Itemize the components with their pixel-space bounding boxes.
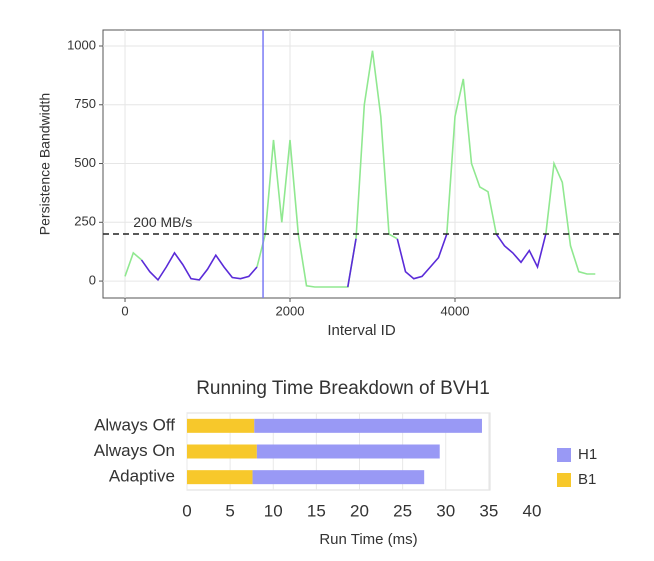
- legend-label: B1: [578, 471, 596, 488]
- legend-swatch: [557, 473, 571, 487]
- bar-segment: [252, 470, 425, 485]
- data-line: [124, 50, 596, 288]
- x-tick-label: 10: [264, 501, 283, 520]
- y-tick-label: Adaptive: [109, 467, 175, 486]
- y-tick-label: 0: [89, 273, 96, 288]
- x-tick-label: 0: [121, 303, 128, 318]
- x-tick-label: 4000: [441, 303, 470, 318]
- x-tick-label: 15: [307, 501, 326, 520]
- bar-segment: [187, 470, 253, 485]
- bar-segment: [256, 444, 440, 459]
- y-axis-label: Persistence Bandwidth: [37, 93, 53, 235]
- reference-label: 200 MB/s: [133, 214, 192, 230]
- y-tick-label: Always On: [94, 441, 175, 460]
- x-tick-label: 5: [225, 501, 234, 520]
- y-tick-label: 500: [74, 155, 96, 170]
- x-tick-label: 30: [436, 501, 455, 520]
- y-tick-label: 1000: [67, 37, 96, 52]
- x-tick-label: 20: [350, 501, 369, 520]
- bar-segment: [254, 418, 482, 433]
- bar-segment: [187, 444, 257, 459]
- y-tick-label: Always Off: [94, 415, 175, 434]
- legend-label: H1: [578, 446, 597, 463]
- data-line: [140, 233, 547, 288]
- x-axis-label: Run Time (ms): [319, 531, 417, 548]
- legend-swatch: [557, 448, 571, 462]
- x-tick-label: 35: [479, 501, 498, 520]
- chart-title: Running Time Breakdown of BVH1: [196, 378, 490, 399]
- x-tick-label: 25: [393, 501, 412, 520]
- y-tick-label: 750: [74, 96, 96, 111]
- x-tick-label: 2000: [276, 303, 305, 318]
- bar-segment: [187, 418, 255, 433]
- x-tick-label: 40: [523, 501, 542, 520]
- y-tick-label: 250: [74, 214, 96, 229]
- x-tick-label: 0: [182, 501, 191, 520]
- x-axis-label: Interval ID: [327, 322, 396, 339]
